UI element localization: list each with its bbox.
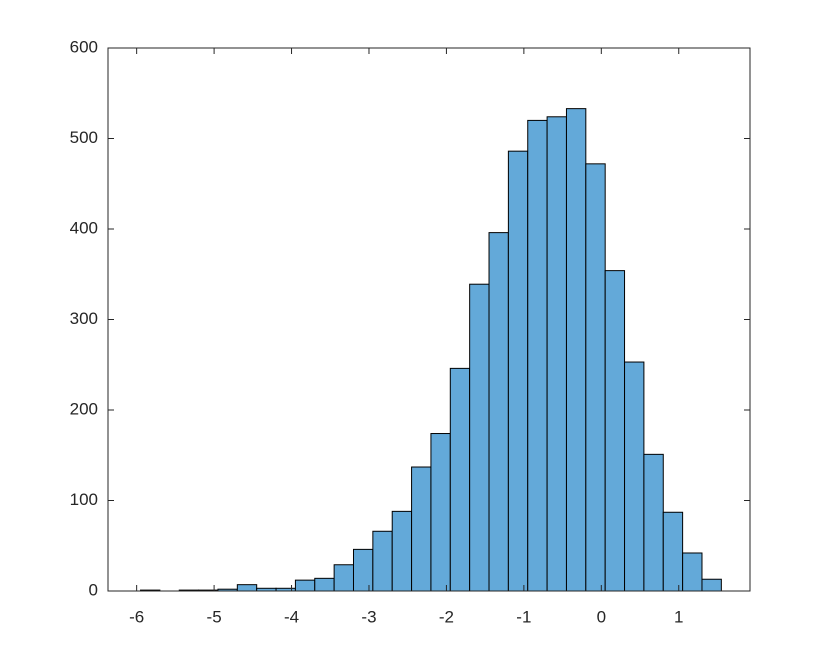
bar [352, 548, 374, 592]
y-tick-label: 300 [70, 309, 98, 328]
bar [585, 163, 606, 592]
bar [604, 270, 626, 592]
x-tick-label: -6 [129, 607, 144, 626]
y-tick-label: 400 [70, 218, 98, 237]
bar [546, 116, 567, 592]
x-tick-label: 1 [674, 607, 683, 626]
bar [488, 232, 509, 592]
bar [565, 108, 587, 592]
bar [624, 361, 645, 592]
bar [449, 367, 471, 592]
x-tick-label: -3 [361, 607, 376, 626]
bar [507, 150, 529, 592]
bar [469, 283, 490, 592]
y-tick-label: 600 [70, 37, 98, 56]
bar [411, 466, 432, 592]
x-tick-label: 0 [597, 607, 606, 626]
y-tick-label: 200 [70, 399, 98, 418]
y-tick-label: 0 [89, 580, 98, 599]
x-tick-label: -5 [207, 607, 222, 626]
bar [391, 510, 413, 592]
y-tick-label: 500 [70, 128, 98, 147]
bar [682, 552, 703, 592]
bar [643, 453, 664, 592]
bar [701, 578, 722, 592]
bar [294, 579, 316, 592]
bar [236, 584, 258, 592]
bar [662, 511, 684, 592]
bar [430, 433, 451, 592]
x-tick-label: -1 [516, 607, 531, 626]
bar [333, 564, 354, 592]
bar [314, 577, 335, 592]
bar [372, 530, 393, 592]
bar [527, 119, 548, 592]
y-tick-label: 100 [70, 490, 98, 509]
x-tick-label: -4 [284, 607, 299, 626]
x-tick-label: -2 [439, 607, 454, 626]
